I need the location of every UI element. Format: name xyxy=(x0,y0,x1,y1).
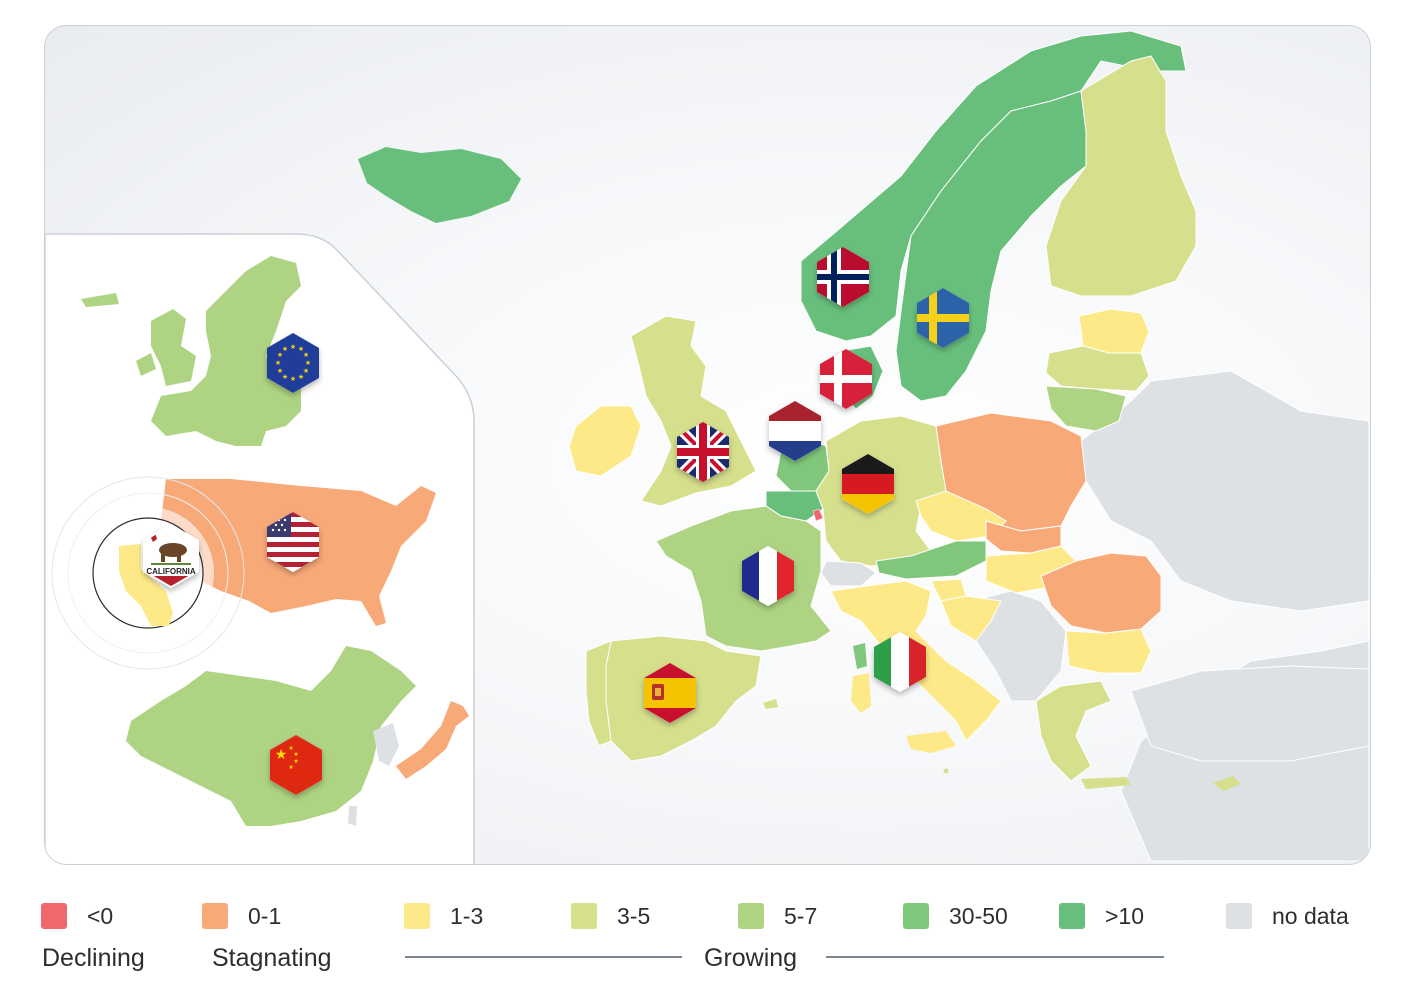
region-corsica[interactable] xyxy=(853,643,867,669)
svg-text:★: ★ xyxy=(293,758,298,765)
legend-swatch xyxy=(903,903,929,929)
legend-label: 3-5 xyxy=(617,902,651,929)
region-turkey[interactable] xyxy=(1130,665,1370,762)
norway-flag-icon[interactable] xyxy=(813,247,873,307)
legend-item-stagnating: 0-1 xyxy=(202,902,281,930)
europe-map xyxy=(358,30,1370,862)
region-switzerland[interactable] xyxy=(820,560,877,587)
legend-label: >10 xyxy=(1105,902,1145,929)
region-cyprus[interactable] xyxy=(1213,776,1241,791)
inset-eu-map xyxy=(81,256,301,446)
legend-group-declining: Declining xyxy=(42,944,145,972)
legend-item-3-5: 3-5 xyxy=(571,902,650,930)
denmark-flag-icon[interactable] xyxy=(816,349,876,409)
legend-item-declining: <0 xyxy=(41,902,113,930)
legend-label: 30-50 xyxy=(949,902,1008,929)
region-balearics[interactable] xyxy=(763,699,778,709)
legend-label: <0 xyxy=(87,902,114,929)
region-greece[interactable] xyxy=(1035,680,1112,782)
svg-text:★: ★ xyxy=(298,373,304,381)
map-canvas: ★ ★★ ★★★ ★★★ ★★★ xyxy=(45,30,1370,864)
region-sardinia[interactable] xyxy=(851,673,871,713)
svg-text:★: ★ xyxy=(275,359,281,367)
region-estonia[interactable] xyxy=(1078,308,1150,354)
svg-text:★: ★ xyxy=(277,351,283,359)
svg-text:★: ★ xyxy=(298,345,304,353)
region-crete[interactable] xyxy=(1081,777,1131,789)
legend-swatch xyxy=(738,903,764,929)
legend-item-1-3: 1-3 xyxy=(404,902,483,930)
california-map xyxy=(119,544,173,626)
svg-text:★: ★ xyxy=(303,351,309,359)
svg-text:★: ★ xyxy=(290,375,296,383)
svg-text:★: ★ xyxy=(293,751,298,758)
region-finland[interactable] xyxy=(1045,55,1197,297)
legend-swatch xyxy=(404,903,430,929)
legend-item-no-data: no data xyxy=(1226,902,1349,930)
svg-text:★: ★ xyxy=(282,345,288,353)
region-romania[interactable] xyxy=(1040,552,1162,634)
region-croatia[interactable] xyxy=(940,595,1002,642)
legend-item-30-50: 30-50 xyxy=(903,902,1008,930)
svg-text:★: ★ xyxy=(282,373,288,381)
inset-china-map xyxy=(126,646,469,826)
region-lithuania[interactable] xyxy=(1045,385,1127,432)
region-united-kingdom[interactable] xyxy=(630,315,757,507)
region-norway[interactable] xyxy=(800,30,1187,342)
legend-group-line-left xyxy=(405,956,682,958)
legend-swatch xyxy=(1226,903,1252,929)
svg-text:★: ★ xyxy=(275,747,288,763)
region-portugal[interactable] xyxy=(585,640,612,747)
france-flag-icon[interactable] xyxy=(738,546,799,606)
region-balkans[interactable] xyxy=(970,590,1067,702)
legend-label: no data xyxy=(1272,902,1349,929)
legend-group-stagnating: Stagnating xyxy=(212,944,332,972)
california-flag-icon[interactable]: CALIFORNIA xyxy=(141,524,201,588)
spain-flag-icon[interactable] xyxy=(640,663,700,723)
legend-label: 5-7 xyxy=(784,902,818,929)
italy-flag-icon[interactable] xyxy=(870,632,931,692)
region-ireland[interactable] xyxy=(568,405,642,477)
legend-label: 1-3 xyxy=(450,902,484,929)
legend-group-growing: Growing xyxy=(704,944,798,972)
region-latvia[interactable] xyxy=(1045,345,1150,392)
region-bulgaria[interactable] xyxy=(1065,628,1152,674)
legend-group-line-right xyxy=(826,956,1164,958)
svg-text:★: ★ xyxy=(290,343,296,351)
california-label: CALIFORNIA xyxy=(146,567,196,576)
region-malta[interactable] xyxy=(943,768,949,774)
region-sicily[interactable] xyxy=(906,731,956,753)
legend-swatch xyxy=(1059,903,1085,929)
legend-item-5-7: 5-7 xyxy=(738,902,817,930)
legend-swatch xyxy=(202,903,228,929)
sweden-flag-icon[interactable] xyxy=(913,288,973,348)
svg-text:★: ★ xyxy=(288,764,293,771)
legend-swatch xyxy=(41,903,67,929)
region-luxembourg[interactable] xyxy=(812,508,824,522)
svg-text:★: ★ xyxy=(288,745,293,752)
map-frame: ★ ★ ★ ★ ★ ★ ★ ★ ★ ★ ★ ★ xyxy=(44,25,1371,865)
svg-text:★: ★ xyxy=(305,359,311,367)
legend-item-gt10: >10 xyxy=(1059,902,1144,930)
svg-text:★: ★ xyxy=(277,367,283,375)
region-iceland[interactable] xyxy=(358,147,521,223)
legend-label: 0-1 xyxy=(248,902,282,929)
legend-swatch xyxy=(571,903,597,929)
svg-text:★: ★ xyxy=(303,367,309,375)
